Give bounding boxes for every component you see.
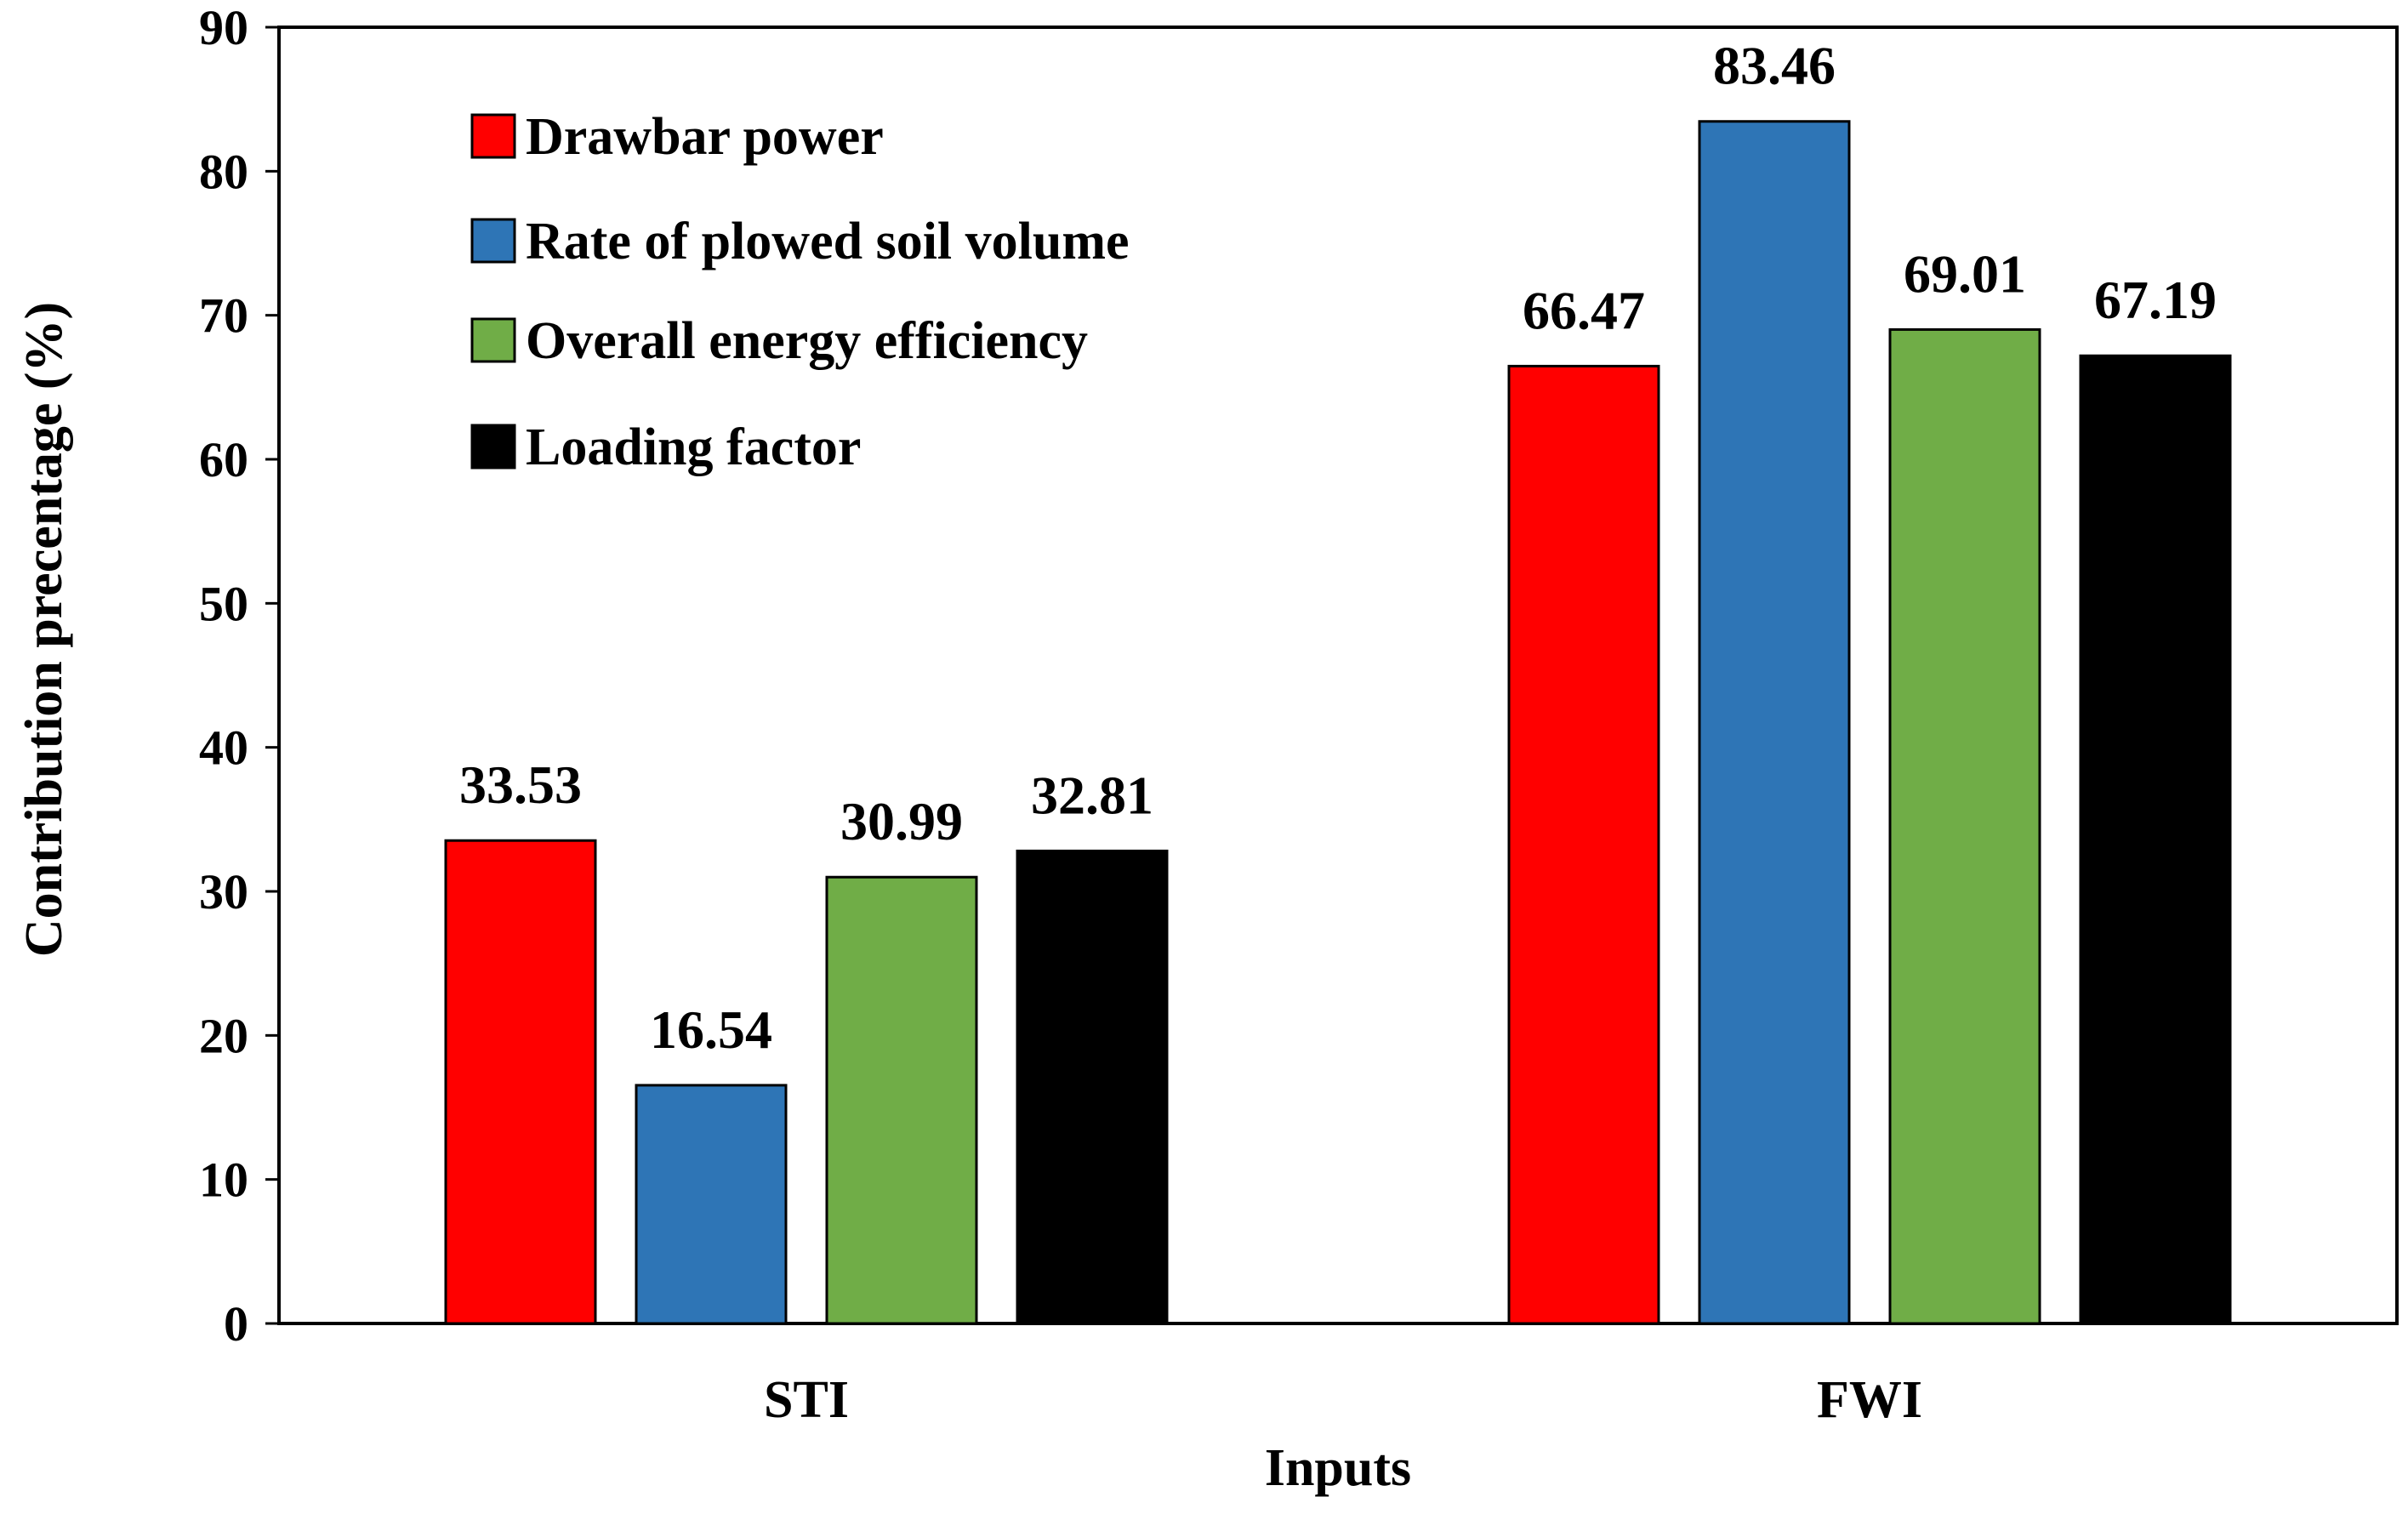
x-category-label: FWI [1817,1371,1922,1429]
data-label: 32.81 [1031,765,1153,825]
x-axis-category-labels: STI FWI [764,1371,1922,1429]
y-tick-label: 30 [199,864,248,919]
data-label: 67.19 [2094,270,2217,330]
y-tick-label: 70 [199,288,248,344]
y-tick-label: 50 [199,576,248,631]
data-label: 66.47 [1523,280,1645,340]
bar-fwi-series-4 [2079,354,2232,1325]
bar-fwi-series-1 [1507,364,1660,1325]
legend-swatch-4 [470,424,516,470]
legend-swatch-3 [470,317,516,363]
legend-label: Rate of plowed soil volume [526,213,1130,270]
plot-area-frame [277,26,2399,1325]
legend-label: Loading factor [526,418,861,476]
bars [444,120,2232,1325]
y-axis-ticks: 0 10 20 30 40 50 60 70 80 90 [199,0,279,1352]
bar-sti-series-4 [1016,849,1169,1325]
y-tick-label: 60 [199,432,248,487]
bar-sti-series-3 [825,875,978,1325]
y-tick-label: 80 [199,144,248,199]
data-label: 33.53 [459,754,582,815]
data-label: 16.54 [650,999,772,1060]
y-tick-label: 40 [199,720,248,776]
x-category-label: STI [764,1371,849,1429]
legend-swatch-2 [470,218,516,264]
y-tick-label: 0 [224,1296,248,1352]
bar-fwi-series-3 [1888,327,2041,1325]
y-axis-title: Contribution precentage (%) [15,302,73,957]
legend-label: Overall energy efficiency [526,312,1088,370]
data-label: 83.46 [1713,36,1836,96]
legend-swatch-1 [470,113,516,159]
y-tick-label: 10 [199,1153,248,1208]
legend: Drawbar power Rate of plowed soil volume O… [470,108,1130,476]
bar-sti-series-1 [444,839,597,1325]
bar-sti-series-2 [635,1084,788,1325]
data-labels: 33.53 66.47 16.54 83.46 30.99 69.01 32.81 67.19 [459,36,2217,1060]
bar-fwi-series-2 [1698,120,1851,1325]
data-label: 30.99 [840,791,963,851]
data-label: 69.01 [1904,243,2026,304]
y-tick-label: 20 [199,1008,248,1063]
x-axis-title: Inputs [1265,1439,1411,1497]
legend-label: Drawbar power [526,108,884,166]
y-tick-label: 90 [199,0,248,55]
